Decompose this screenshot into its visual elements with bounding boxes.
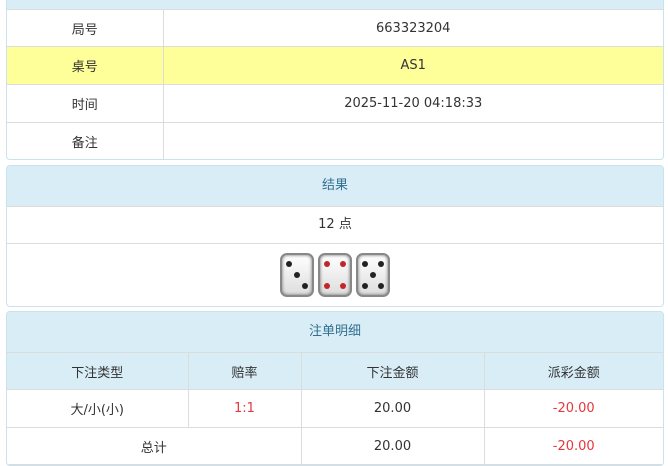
die-pip <box>324 283 330 289</box>
bet-detail-title: 注单明细 <box>7 312 663 352</box>
die-4-icon <box>318 253 352 297</box>
die-pip <box>378 283 384 289</box>
table-row: 大/小(小) 1:1 20.00 -20.00 <box>7 389 663 428</box>
odds: 1:1 <box>187 389 302 428</box>
total-row: 总计 20.00 -20.00 <box>7 427 663 465</box>
total-label: 总计 <box>7 427 302 465</box>
bet-detail-panel: 注单明细 下注类型 赔率 下注金额 派彩金额 大/小(小) 1:1 20.00 -20.00… <box>6 311 664 466</box>
remark-value <box>162 122 663 159</box>
round-value: 663323204 <box>162 9 663 47</box>
die-5-icon <box>356 253 390 297</box>
round-label: 局号 <box>7 9 164 47</box>
col-odds: 赔率 <box>187 352 302 390</box>
die-pip <box>378 261 384 267</box>
table-label: 桌号 <box>7 46 164 85</box>
payout: -20.00 <box>483 389 663 428</box>
game-info-panel: 局号 663323204 桌号 AS1 时间 2025-11-20 04:18:33 … <box>6 0 664 160</box>
result-title: 结果 <box>7 166 663 207</box>
die-pip <box>362 261 368 267</box>
die-pip <box>340 283 346 289</box>
die-pip <box>324 261 330 267</box>
result-panel: 结果 12 点 <box>6 165 664 307</box>
bet-amount: 20.00 <box>300 389 485 428</box>
total-payout: -20.00 <box>483 427 663 465</box>
die-pip <box>340 261 346 267</box>
remark-label: 备注 <box>7 122 164 159</box>
result-points: 12 点 <box>7 207 663 244</box>
table-value: AS1 <box>162 46 663 85</box>
bet-type: 大/小(小) <box>7 389 189 428</box>
total-amount: 20.00 <box>300 427 485 465</box>
dice-result <box>7 244 663 306</box>
die-pip <box>302 283 308 289</box>
col-bet-type: 下注类型 <box>7 352 189 390</box>
col-payout: 派彩金额 <box>483 352 663 390</box>
die-pip <box>370 272 376 278</box>
die-3-icon <box>280 253 314 297</box>
die-pip <box>294 272 300 278</box>
time-value: 2025-11-20 04:18:33 <box>162 84 663 123</box>
die-pip <box>286 261 292 267</box>
panel-header <box>7 0 663 9</box>
time-label: 时间 <box>7 84 164 123</box>
col-bet-amount: 下注金额 <box>300 352 485 390</box>
die-pip <box>362 283 368 289</box>
